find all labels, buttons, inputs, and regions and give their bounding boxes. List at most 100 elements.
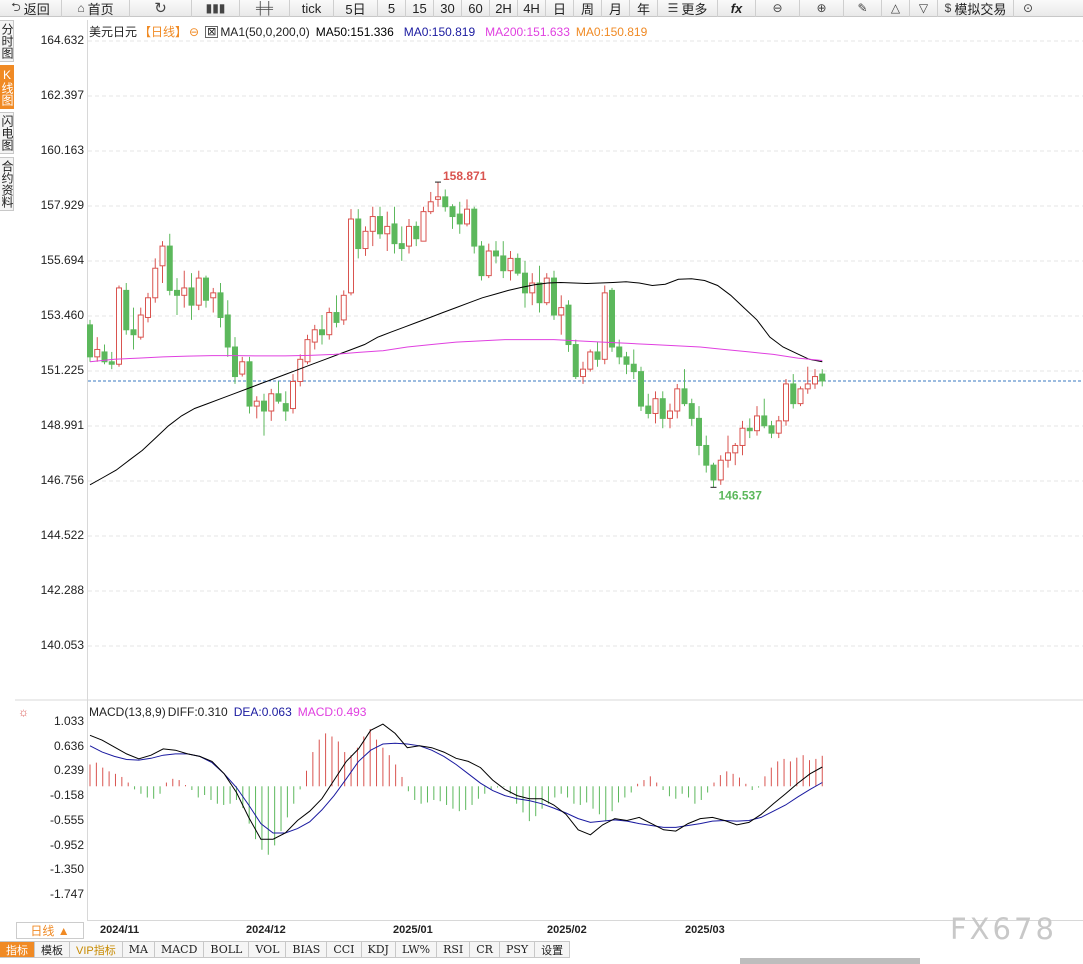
candle-body xyxy=(101,351,108,363)
h2-button[interactable]: 2H xyxy=(490,0,518,17)
sim-trade-button[interactable]: $ 模拟交易 xyxy=(938,0,1014,17)
tab-boll[interactable]: BOLL xyxy=(204,941,250,958)
chart-type-button[interactable]: ▮▮▮ xyxy=(192,0,240,17)
ma0-value-2: MA0:150.819 xyxy=(575,24,648,39)
candle-body xyxy=(543,277,550,304)
candle-body xyxy=(667,410,673,419)
tab-vol[interactable]: VOL xyxy=(249,941,287,958)
tab-template[interactable]: 模板 xyxy=(35,941,70,958)
price-tick-label: 162.397 xyxy=(40,88,84,102)
dea-line xyxy=(89,742,823,834)
five-day-button[interactable]: 5日 xyxy=(334,0,378,17)
back-button[interactable]: ⮌ 返回 xyxy=(0,0,62,17)
candle-body xyxy=(500,255,507,272)
week-button[interactable]: 周 xyxy=(574,0,602,17)
tab-timeshare[interactable]: 分时图 xyxy=(0,20,14,62)
zoom-in-button[interactable]: ⊕ xyxy=(800,0,844,17)
candle-body xyxy=(536,282,543,304)
candle-body xyxy=(420,211,427,242)
horizontal-scrollbar[interactable] xyxy=(740,958,920,964)
draw-pen-button[interactable]: ✎ xyxy=(844,0,882,17)
macd-settings-icon[interactable]: ☼ xyxy=(18,705,29,719)
triangle-up-button[interactable]: △ xyxy=(882,0,910,17)
candle-body xyxy=(87,324,93,358)
home-button[interactable]: ⌂ 首页 xyxy=(62,0,130,17)
tab-cci[interactable]: CCI xyxy=(327,941,362,958)
triangle-down-button[interactable]: ▽ xyxy=(910,0,938,17)
candle-body xyxy=(775,420,782,434)
candle-body xyxy=(391,223,398,245)
candle-body xyxy=(507,257,514,272)
zoom-out-button[interactable]: ⊖ xyxy=(756,0,800,17)
candle-body xyxy=(232,346,238,378)
macd-tick-label: 0.636 xyxy=(53,738,84,753)
candle-body xyxy=(522,272,528,294)
tab-bias[interactable]: BIAS xyxy=(286,941,328,958)
year-button[interactable]: 年 xyxy=(630,0,658,17)
macd-tick-label: -0.158 xyxy=(49,788,84,803)
candle-body xyxy=(638,371,644,407)
candle-body xyxy=(239,361,246,375)
candle-body xyxy=(406,225,412,247)
h4-button[interactable]: 4H xyxy=(518,0,546,17)
tab-macd[interactable]: MACD xyxy=(154,941,205,958)
x-tick-2025-03: 2025/03 xyxy=(685,924,725,936)
candle-body xyxy=(449,206,456,218)
price-legend: 美元日元 【日线】 ⊖ ⊠ MA1(50,0,200,0) MA50:151.3… xyxy=(89,23,647,40)
tab-kdj[interactable]: KDJ xyxy=(361,941,396,958)
tab-contract-info[interactable]: 合约资料 xyxy=(0,157,14,211)
tab-lw[interactable]: LW% xyxy=(395,941,438,958)
candle-body xyxy=(696,417,702,446)
m60-button[interactable]: 60 xyxy=(462,0,490,17)
m5-button[interactable]: 5 xyxy=(378,0,406,17)
price-tick-label: 153.460 xyxy=(40,307,84,322)
refresh-button[interactable]: ↻ xyxy=(130,0,192,17)
tab-vip-indicator[interactable]: VIP指标 xyxy=(70,941,123,958)
more-button[interactable]: ☰ 更多 xyxy=(658,0,718,17)
day-button[interactable]: 日 xyxy=(546,0,574,17)
tab-ma[interactable]: MA xyxy=(122,941,155,958)
candle-body xyxy=(674,388,681,412)
candle-body xyxy=(456,213,463,225)
indicator-icon[interactable]: ⊠ xyxy=(205,25,219,38)
price-tick-label: 151.225 xyxy=(40,363,84,377)
candle-body xyxy=(485,250,492,277)
period-select-button[interactable]: 日线 ▲ xyxy=(16,922,84,939)
m30-button[interactable]: 30 xyxy=(434,0,462,17)
candle-body xyxy=(174,289,180,296)
price-tick-label: 160.163 xyxy=(40,143,84,157)
candle-body xyxy=(145,297,151,318)
m15-button[interactable]: 15 xyxy=(406,0,434,17)
candle-body xyxy=(783,383,789,422)
tab-settings[interactable]: 设置 xyxy=(535,941,571,958)
tab-indicator[interactable]: 指标 xyxy=(0,941,35,958)
tab-cr[interactable]: CR xyxy=(470,941,500,958)
candle-body xyxy=(348,218,354,294)
ma50-line xyxy=(89,278,823,486)
macd-tick-label: -1.747 xyxy=(49,887,84,901)
formula-button[interactable]: fx xyxy=(718,0,756,17)
tab-psy[interactable]: PSY xyxy=(499,941,536,958)
pen-icon: ✎ xyxy=(857,1,868,15)
candle-body xyxy=(398,243,405,250)
settings-icon[interactable]: ⊖ xyxy=(189,24,200,39)
x-tick-2025-01: 2025/01 xyxy=(393,924,433,936)
exit-button[interactable]: ⊙ xyxy=(1014,0,1042,17)
home-icon: ⌂ xyxy=(77,1,85,15)
month-button[interactable]: 月 xyxy=(602,0,630,17)
tick-button[interactable]: tick xyxy=(290,0,334,17)
tab-kline[interactable]: K线图 xyxy=(0,65,14,109)
tab-lightning[interactable]: 闪电图 xyxy=(0,112,14,154)
candle-body xyxy=(311,329,318,343)
candle-body xyxy=(369,216,376,232)
candle-body xyxy=(210,292,217,299)
price-tick-label: 144.522 xyxy=(40,527,84,542)
candle-body xyxy=(471,208,478,247)
candle-body xyxy=(630,363,637,373)
candle-body xyxy=(739,427,746,446)
tab-rsi[interactable]: RSI xyxy=(437,941,471,958)
candle-type-button[interactable]: ╪╪ xyxy=(240,0,290,17)
candle-body xyxy=(580,368,586,378)
candle-body xyxy=(116,287,122,365)
